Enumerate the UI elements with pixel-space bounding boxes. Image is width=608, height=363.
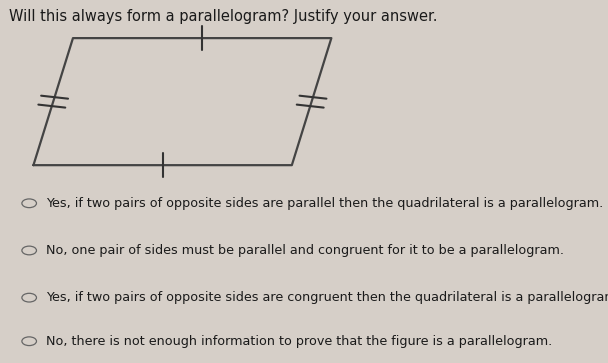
Text: Yes, if two pairs of opposite sides are congruent then the quadrilateral is a pa: Yes, if two pairs of opposite sides are …	[46, 291, 608, 304]
Text: No, there is not enough information to prove that the figure is a parallelogram.: No, there is not enough information to p…	[46, 335, 552, 348]
Text: No, one pair of sides must be parallel and congruent for it to be a parallelogra: No, one pair of sides must be parallel a…	[46, 244, 564, 257]
Text: Will this always form a parallelogram? Justify your answer.: Will this always form a parallelogram? J…	[9, 9, 438, 24]
Text: Yes, if two pairs of opposite sides are parallel then the quadrilateral is a par: Yes, if two pairs of opposite sides are …	[46, 197, 603, 210]
